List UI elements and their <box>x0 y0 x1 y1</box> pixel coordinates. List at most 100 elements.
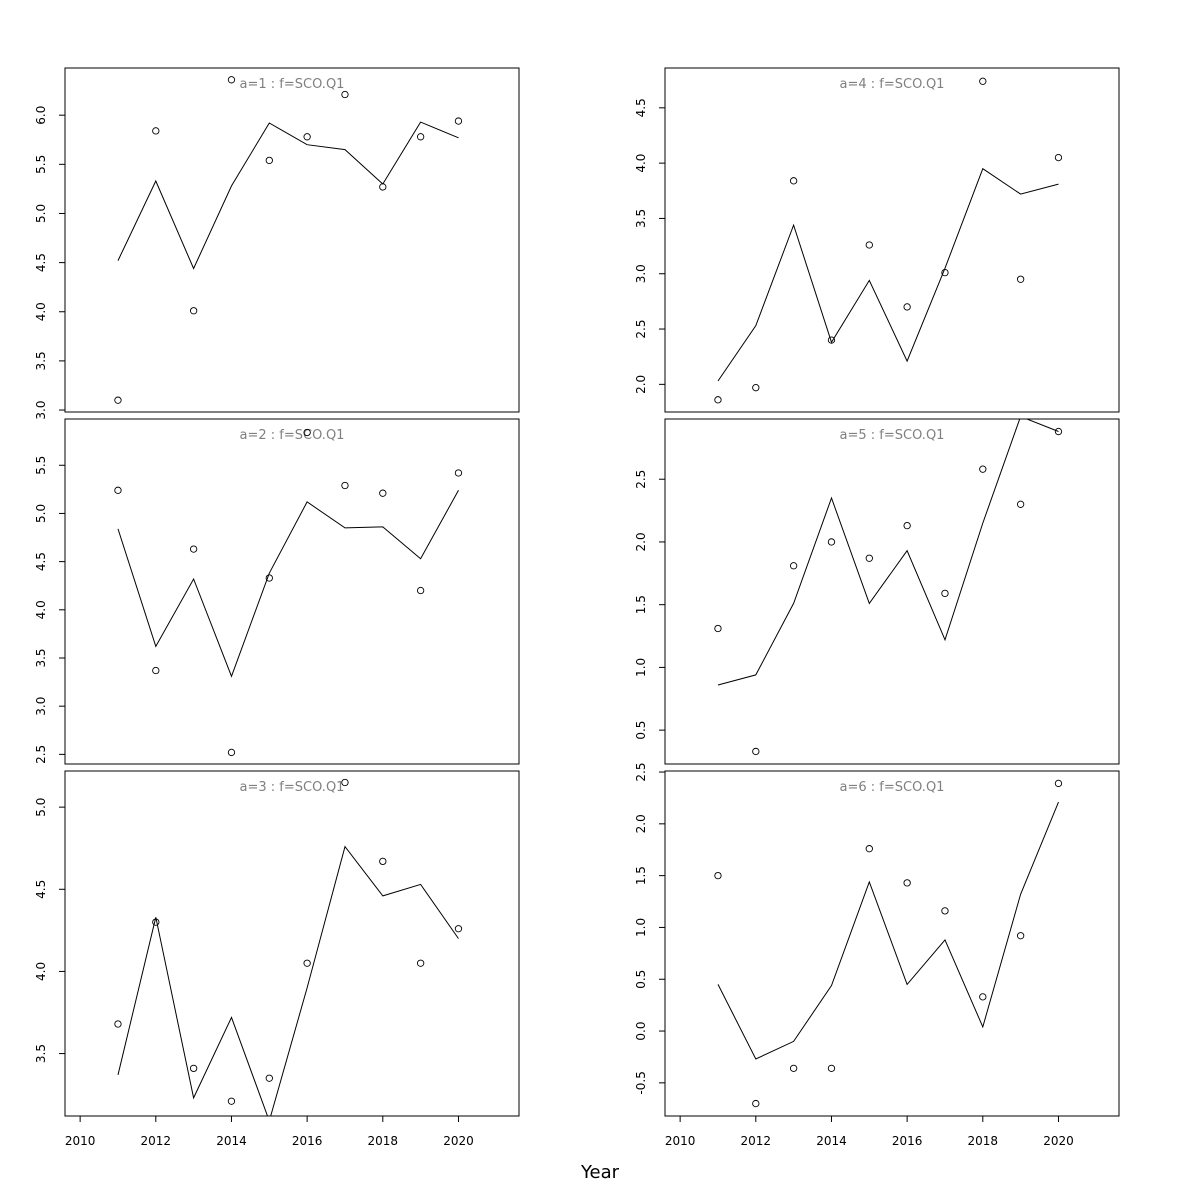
observed-point <box>752 1099 760 1108</box>
panels-group: a=1 : f=SCO.Q1 3.0 3.5 4.0 4.5 5.0 5.5 6.0 a=2 :… <box>34 67 1120 1148</box>
observed-point <box>979 993 987 1001</box>
y-tick-label: 1.0 <box>634 658 648 677</box>
observed-point <box>416 133 425 141</box>
observed-point <box>903 879 911 887</box>
x-axis-label: Year <box>580 1162 620 1183</box>
panel-data <box>114 76 463 404</box>
y-tick-label: 1.5 <box>634 595 648 614</box>
observed-point <box>379 489 387 497</box>
panel-data <box>114 778 463 1116</box>
panel-title: a=1 : f=SCO.Q1 <box>240 77 345 92</box>
panel-1: a=1 : f=SCO.Q1 3.0 3.5 4.0 4.5 5.0 5.5 6.0 <box>34 67 520 420</box>
observed-point <box>752 747 760 756</box>
y-tick-label: 3.5 <box>634 209 648 228</box>
observed-point <box>941 589 949 598</box>
y-tick-label: 2.5 <box>634 762 648 781</box>
y-tick-label: 5.5 <box>34 456 48 475</box>
observed-point <box>1016 500 1025 508</box>
x-tick-label: 2012 <box>141 1134 172 1148</box>
observed-point <box>303 428 311 437</box>
panel-title: a=5 : f=SCO.Q1 <box>840 428 945 443</box>
observed-point <box>227 748 236 757</box>
y-tick-label: 0.5 <box>634 721 648 740</box>
observed-point <box>454 925 463 933</box>
panel-6: a=6 : f=SCO.Q1 -0.5 0.0 0.5 1.0 1.5 2.0 2.5 2010… <box>634 762 1120 1148</box>
x-tick-label: 2020 <box>1043 1134 1074 1148</box>
observed-point <box>1016 275 1025 283</box>
y-tick-label: 4.0 <box>34 962 48 981</box>
observed-point <box>227 76 236 84</box>
observed-point <box>789 1064 798 1072</box>
y-tick-label: 4.0 <box>34 600 48 619</box>
y-tick-label: 5.0 <box>34 204 48 223</box>
y-tick-label: -0.5 <box>634 1071 648 1094</box>
y-tick-label: 3.5 <box>34 1044 48 1063</box>
panel-frame <box>64 418 520 765</box>
observed-point <box>303 959 311 967</box>
fitted-line <box>117 121 459 270</box>
x-tick-label: 2016 <box>892 1134 923 1148</box>
x-tick-label: 2018 <box>968 1134 999 1148</box>
panel-frame <box>664 67 1120 413</box>
observed-point <box>265 1074 273 1082</box>
y-tick-label: 5.0 <box>34 504 48 523</box>
y-tick-label: 3.5 <box>34 351 48 370</box>
y-tick-label: 6.0 <box>34 106 48 125</box>
observed-point <box>789 562 798 570</box>
y-tick-label: 2.0 <box>634 375 648 394</box>
y-tick-label: 2.0 <box>634 814 648 833</box>
y-tick-label: 4.0 <box>634 154 648 173</box>
fitted-line <box>717 419 1059 686</box>
observed-point <box>865 241 873 249</box>
observed-point <box>865 554 873 562</box>
observed-point <box>265 156 273 165</box>
observed-point <box>1054 779 1063 788</box>
observed-point <box>152 127 160 135</box>
observed-point <box>789 177 798 185</box>
y-tick-label: 3.0 <box>634 264 648 283</box>
observed-point <box>979 465 987 473</box>
observed-point <box>416 959 425 967</box>
panel-title: a=4 : f=SCO.Q1 <box>840 77 945 92</box>
y-tick-label: 5.5 <box>34 155 48 174</box>
observed-point <box>752 384 760 392</box>
observed-point <box>341 481 349 490</box>
observed-point <box>979 77 987 85</box>
y-tick-label: 0.5 <box>634 970 648 989</box>
y-tick-label: 3.0 <box>34 697 48 716</box>
fitted-line <box>717 801 1059 1060</box>
y-tick-label: 2.0 <box>634 532 648 551</box>
observed-point <box>454 117 463 125</box>
observed-point <box>1054 153 1063 162</box>
x-tick-label: 2014 <box>816 1134 847 1148</box>
observed-point <box>827 1064 836 1072</box>
observed-point <box>827 538 836 546</box>
observed-point <box>454 469 463 477</box>
observed-point <box>1054 427 1063 436</box>
observed-point <box>1016 932 1025 940</box>
y-tick-label: 5.0 <box>34 798 48 817</box>
panel-title: a=6 : f=SCO.Q1 <box>840 780 945 795</box>
observed-point <box>416 586 425 595</box>
panel-title: a=3 : f=SCO.Q1 <box>240 780 345 795</box>
x-tick-label: 2014 <box>216 1134 247 1148</box>
observed-point <box>114 486 122 494</box>
x-tick-label: 2020 <box>443 1134 474 1148</box>
y-tick-label: 4.5 <box>634 98 648 117</box>
fitted-line <box>717 167 1059 382</box>
observed-point <box>903 521 911 530</box>
observed-point <box>341 778 349 787</box>
observed-point <box>714 396 722 404</box>
panel-frame <box>64 67 520 413</box>
x-tick-label: 2018 <box>368 1134 399 1148</box>
observed-point <box>189 1064 198 1073</box>
observed-point <box>114 1020 122 1028</box>
observed-point <box>865 845 873 853</box>
y-tick-label: 2.5 <box>34 745 48 764</box>
observed-point <box>114 396 122 404</box>
fitted-line <box>117 845 459 1116</box>
fitted-line <box>117 490 459 678</box>
panel-5: a=5 : f=SCO.Q1 0.5 1.0 1.5 2.0 2.5 <box>634 418 1120 765</box>
